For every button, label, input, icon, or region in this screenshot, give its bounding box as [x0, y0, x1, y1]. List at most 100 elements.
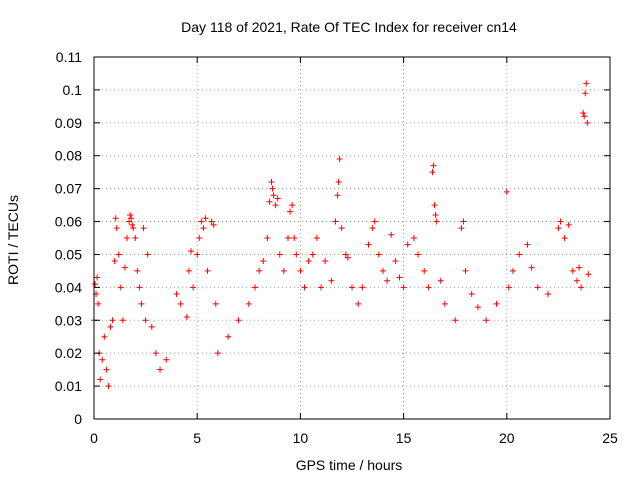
- data-point-marker: [441, 300, 448, 307]
- data-point-marker: [573, 277, 580, 284]
- data-point-marker: [585, 271, 592, 278]
- data-point-marker: [109, 317, 116, 324]
- data-point-marker: [266, 198, 273, 205]
- data-point-marker: [576, 264, 583, 271]
- data-point-marker: [94, 274, 101, 281]
- data-point-marker: [355, 300, 362, 307]
- data-point-marker: [177, 300, 184, 307]
- data-point-marker: [421, 267, 428, 274]
- data-point-marker: [127, 211, 134, 218]
- data-point-marker: [270, 192, 277, 199]
- data-point-marker: [297, 267, 304, 274]
- data-point-marker: [569, 267, 576, 274]
- data-point-marker: [431, 202, 438, 209]
- data-point-marker: [342, 251, 349, 258]
- data-point-marker: [379, 267, 386, 274]
- data-point-marker: [132, 235, 139, 241]
- data-point-marker: [287, 208, 294, 215]
- data-point-marker: [338, 225, 345, 232]
- data-point-marker: [396, 274, 403, 281]
- data-point-marker: [524, 241, 531, 248]
- data-point-marker: [375, 251, 382, 258]
- data-point-marker: [437, 277, 444, 284]
- data-point-marker: [430, 162, 437, 169]
- data-point-marker: [113, 225, 120, 232]
- data-point-marker: [291, 235, 298, 241]
- data-point-marker: [371, 218, 378, 225]
- data-point-marker: [163, 356, 170, 363]
- data-point-marker: [400, 284, 407, 291]
- data-point-marker: [97, 376, 104, 383]
- data-point-marker: [200, 225, 207, 232]
- data-point-marker: [214, 350, 221, 357]
- data-point-marker: [194, 251, 201, 258]
- data-point-marker: [359, 284, 366, 291]
- data-point-marker: [328, 277, 335, 284]
- data-point-marker: [144, 251, 151, 258]
- data-point-marker: [134, 267, 141, 274]
- data-point-marker: [251, 284, 258, 291]
- data-point-marker: [313, 235, 320, 241]
- data-point-marker: [210, 221, 217, 228]
- x-axis-label: GPS time / hours: [296, 457, 403, 473]
- x-tick-label: 25: [602, 430, 618, 446]
- data-point-marker: [202, 215, 209, 222]
- data-point-marker: [474, 304, 481, 311]
- data-point-marker: [119, 317, 126, 324]
- data-point-marker: [322, 258, 329, 265]
- y-tick-label: 0.06: [55, 214, 82, 230]
- data-point-marker: [285, 235, 292, 241]
- data-point-marker: [268, 179, 275, 186]
- data-point-marker: [245, 300, 252, 307]
- data-point-marker: [318, 284, 325, 291]
- data-point-marker: [124, 235, 131, 241]
- x-tick-label: 0: [90, 430, 98, 446]
- data-point-marker: [509, 267, 516, 274]
- data-point-marker: [404, 241, 411, 248]
- y-tick-label: 0.01: [55, 378, 82, 394]
- data-point-marker: [369, 225, 376, 232]
- y-tick-label: 0.1: [63, 82, 83, 98]
- data-point-marker: [235, 317, 242, 324]
- data-point-marker: [130, 225, 137, 232]
- data-point-marker: [269, 185, 276, 192]
- y-axis-ticks: 0 0.01 0.02 0.03 0.04 0.05 0.06 0.07 0.08 0.09 0.1…: [55, 49, 610, 427]
- x-axis-ticks: 0 5 10 15 20 25: [90, 57, 618, 446]
- data-point-marker: [190, 284, 197, 291]
- data-point-marker: [555, 225, 562, 232]
- data-point-marker: [432, 211, 439, 218]
- data-point-marker: [581, 113, 588, 120]
- x-tick-label: 20: [499, 430, 515, 446]
- data-point-marker: [583, 80, 590, 87]
- data-point-marker: [142, 317, 149, 324]
- data-point-marker: [293, 251, 300, 258]
- data-point-marker: [152, 350, 159, 357]
- data-point-marker: [117, 284, 124, 291]
- data-point-marker: [534, 284, 541, 291]
- data-point-marker: [460, 218, 467, 225]
- data-point-marker: [493, 300, 500, 307]
- data-point-marker: [92, 281, 99, 288]
- data-point-marker: [545, 290, 552, 297]
- data-point-marker: [335, 179, 342, 186]
- data-point-marker: [415, 251, 422, 258]
- data-point-marker: [148, 323, 155, 330]
- data-point-marker: [516, 251, 523, 258]
- data-point-marker: [105, 383, 112, 390]
- data-point-marker: [503, 188, 510, 195]
- data-point-marker: [429, 169, 436, 176]
- data-point-marker: [276, 251, 283, 258]
- data-point-marker: [212, 300, 219, 307]
- data-point-marker: [332, 218, 339, 225]
- data-point-marker: [468, 290, 475, 297]
- data-point-marker: [264, 235, 271, 241]
- data-point-marker: [384, 277, 391, 284]
- data-point-marker: [289, 202, 296, 209]
- data-point-marker: [115, 251, 122, 258]
- y-tick-label: 0.02: [55, 345, 82, 361]
- y-tick-label: 0.07: [55, 181, 82, 197]
- data-point-marker: [111, 258, 118, 265]
- data-point-marker: [388, 231, 395, 238]
- y-tick-label: 0.03: [55, 312, 82, 328]
- chart-title: Day 118 of 2021, Rate Of TEC Index for r…: [181, 19, 517, 35]
